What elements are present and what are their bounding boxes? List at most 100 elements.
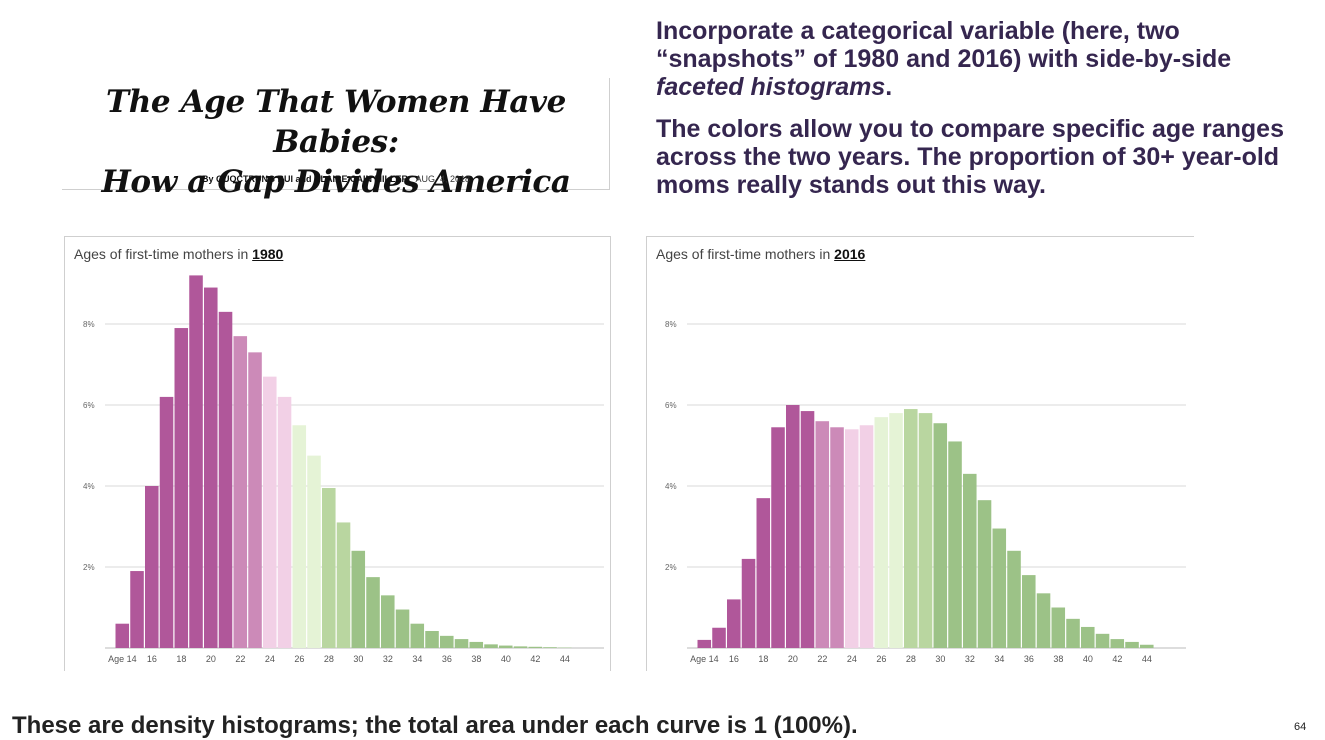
x-tick-label: 20 [788, 654, 798, 664]
histogram-bar [175, 328, 189, 648]
x-tick-label: 30 [935, 654, 945, 664]
histogram-bar [1037, 593, 1051, 648]
histogram-bar [742, 559, 756, 648]
histogram-bar [484, 644, 498, 648]
y-tick-label: 2% [665, 563, 677, 572]
histogram-bar [322, 488, 336, 648]
histogram-bar [160, 397, 174, 648]
histogram-bar [727, 599, 741, 648]
commentary-paragraph-1: Incorporate a categorical variable (here… [656, 17, 1306, 101]
x-tick-label: 18 [758, 654, 768, 664]
y-tick-label: 2% [83, 563, 95, 572]
histogram-bar [934, 423, 948, 648]
histogram-bar [234, 336, 248, 648]
histogram-bar [116, 624, 130, 648]
x-tick-label: 16 [147, 654, 157, 664]
histogram-bar [337, 522, 351, 648]
x-tick-label: 38 [471, 654, 481, 664]
y-tick-label: 8% [665, 320, 677, 329]
histogram-bar [830, 427, 844, 648]
x-tick-label: 40 [1083, 654, 1093, 664]
x-tick-label: 34 [412, 654, 422, 664]
histogram-bar [1052, 608, 1066, 649]
commentary-p1-end: . [885, 73, 892, 101]
histogram-bar [499, 646, 513, 648]
histogram-bar [352, 551, 366, 648]
commentary-p1-emphasis: faceted histograms [656, 73, 885, 101]
article-byline: By QUOCTRUNG BUI and CLAIRE CAIN MILLER … [62, 174, 610, 184]
x-tick-label: 22 [817, 654, 827, 664]
footer-note: These are density histograms; the total … [12, 712, 858, 740]
commentary-p1-text: Incorporate a categorical variable (here… [656, 17, 1231, 73]
x-tick-label: 40 [501, 654, 511, 664]
byline-date: AUG. 4, 2018 [416, 174, 471, 184]
histogram-bar [411, 624, 425, 648]
x-tick-label: 28 [324, 654, 334, 664]
article-title-line1: The Age That Women Have Babies: [62, 82, 610, 162]
x-tick-label: 18 [176, 654, 186, 664]
page-number: 64 [1294, 721, 1306, 733]
histogram-bar [860, 425, 874, 648]
histogram-bar [543, 647, 557, 648]
histogram-bar [1022, 575, 1036, 648]
x-tick-label: 42 [1112, 654, 1122, 664]
x-tick-label: 26 [876, 654, 886, 664]
histogram-bar [904, 409, 918, 648]
x-tick-label: 26 [294, 654, 304, 664]
histogram-bar [919, 413, 933, 648]
y-tick-label: 4% [83, 482, 95, 491]
histogram-bar [757, 498, 771, 648]
histogram-bar [278, 397, 292, 648]
y-tick-label: 8% [83, 320, 95, 329]
x-tick-label: 20 [206, 654, 216, 664]
histogram-bar [771, 427, 785, 648]
histogram-bar [1066, 619, 1080, 648]
byline-authors: QUOCTRUNG BUI and CLAIRE CAIN MILLER [216, 174, 408, 184]
x-tick-label: 32 [383, 654, 393, 664]
histogram-bar [948, 441, 962, 648]
x-tick-label: 34 [994, 654, 1004, 664]
histogram-bar [514, 646, 528, 648]
histogram-bar [293, 425, 307, 648]
histogram-bar [145, 486, 159, 648]
x-tick-label: 44 [560, 654, 570, 664]
histogram-bar [816, 421, 830, 648]
histogram-bar [204, 288, 218, 648]
y-tick-label: 6% [83, 401, 95, 410]
histogram-bar [263, 377, 277, 648]
x-tick-label: 36 [1024, 654, 1034, 664]
histogram-bar [189, 275, 203, 648]
x-tick-label: 22 [235, 654, 245, 664]
histogram-bar [889, 413, 903, 648]
histogram-bar [396, 610, 410, 648]
histogram-bar [801, 411, 815, 648]
histogram-bar [845, 429, 859, 648]
x-tick-label: 16 [729, 654, 739, 664]
histogram-bar [425, 631, 439, 648]
histogram-bar [698, 640, 712, 648]
y-tick-label: 4% [665, 482, 677, 491]
histogram-bar [219, 312, 233, 648]
histogram-bar [875, 417, 889, 648]
article-headline-box: The Age That Women Have Babies: How a Ga… [62, 78, 610, 190]
x-tick-label: Age 14 [690, 654, 719, 664]
histogram-bar [381, 595, 395, 648]
x-tick-label: 44 [1142, 654, 1152, 664]
histogram-bar [529, 647, 543, 648]
histogram-bar [455, 639, 469, 648]
histogram-panel-2016: Ages of first-time mothers in 2016 8%6%4… [646, 236, 1194, 671]
x-tick-label: Age 14 [108, 654, 137, 664]
x-tick-label: 24 [847, 654, 857, 664]
y-tick-label: 6% [665, 401, 677, 410]
histogram-bar [130, 571, 144, 648]
byline-prefix: By [202, 174, 214, 184]
histogram-bar [1096, 634, 1110, 648]
histogram-panel-1980: Ages of first-time mothers in 1980 8%6%4… [64, 236, 611, 671]
histogram-bar [307, 456, 321, 648]
histogram-bar [1081, 627, 1095, 648]
x-tick-label: 30 [353, 654, 363, 664]
x-tick-label: 32 [965, 654, 975, 664]
histogram-bar [978, 500, 992, 648]
